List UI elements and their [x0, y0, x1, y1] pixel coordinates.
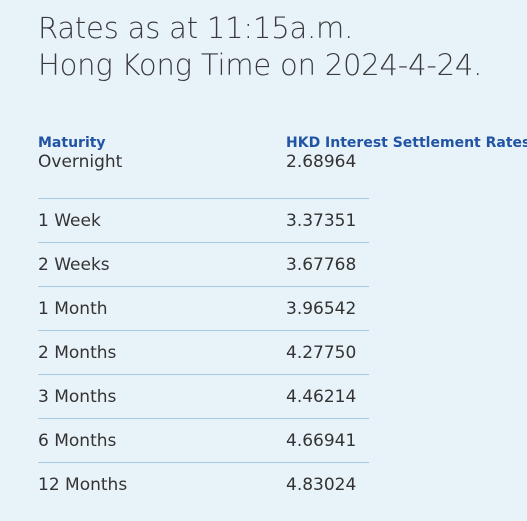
table-row: 2 Weeks 3.67768: [38, 243, 369, 287]
table-row: 3 Months 4.46214: [38, 375, 369, 419]
rate-cell: 4.27750: [286, 343, 357, 363]
rate-cell: 3.67768: [286, 255, 357, 275]
table-row: 12 Months 4.83024: [38, 463, 369, 506]
maturity-cell: 2 Months: [38, 343, 117, 363]
table-row: 1 Month 3.96542: [38, 287, 369, 331]
table-body: Overnight 2.68964 1 Week 3.37351 2 Weeks…: [38, 152, 527, 506]
rate-column-header: HKD Interest Settlement Rates: [286, 135, 527, 151]
maturity-cell: 1 Week: [38, 211, 101, 231]
table-row: 2 Months 4.27750: [38, 331, 369, 375]
title-time-line: Rates as at 11:15a.m.: [38, 11, 354, 45]
rate-cell: 4.83024: [286, 475, 357, 495]
maturity-cell: 3 Months: [38, 387, 117, 407]
rate-cell: 4.46214: [286, 387, 357, 407]
rate-cell: 3.37351: [286, 211, 357, 231]
maturity-cell: 12 Months: [38, 475, 128, 495]
table-row: 1 Week 3.37351: [38, 199, 369, 243]
rates-table: Maturity HKD Interest Settlement Rates O…: [38, 133, 527, 506]
page-title: Rates as at 11:15a.m. Hong Kong Time on …: [38, 10, 482, 84]
table-row: 6 Months 4.66941: [38, 419, 369, 463]
rate-cell: 4.66941: [286, 431, 357, 451]
maturity-cell: Overnight: [38, 152, 123, 172]
table-row: Overnight 2.68964: [38, 152, 369, 199]
title-date-line: Hong Kong Time on 2024-4-24.: [38, 48, 483, 82]
rate-cell: 2.68964: [286, 152, 357, 172]
maturity-cell: 1 Month: [38, 299, 108, 319]
maturity-cell: 2 Weeks: [38, 255, 110, 275]
rate-cell: 3.96542: [286, 299, 357, 319]
maturity-cell: 6 Months: [38, 431, 117, 451]
table-header-row: Maturity HKD Interest Settlement Rates: [38, 133, 527, 155]
maturity-column-header: Maturity: [38, 135, 106, 151]
